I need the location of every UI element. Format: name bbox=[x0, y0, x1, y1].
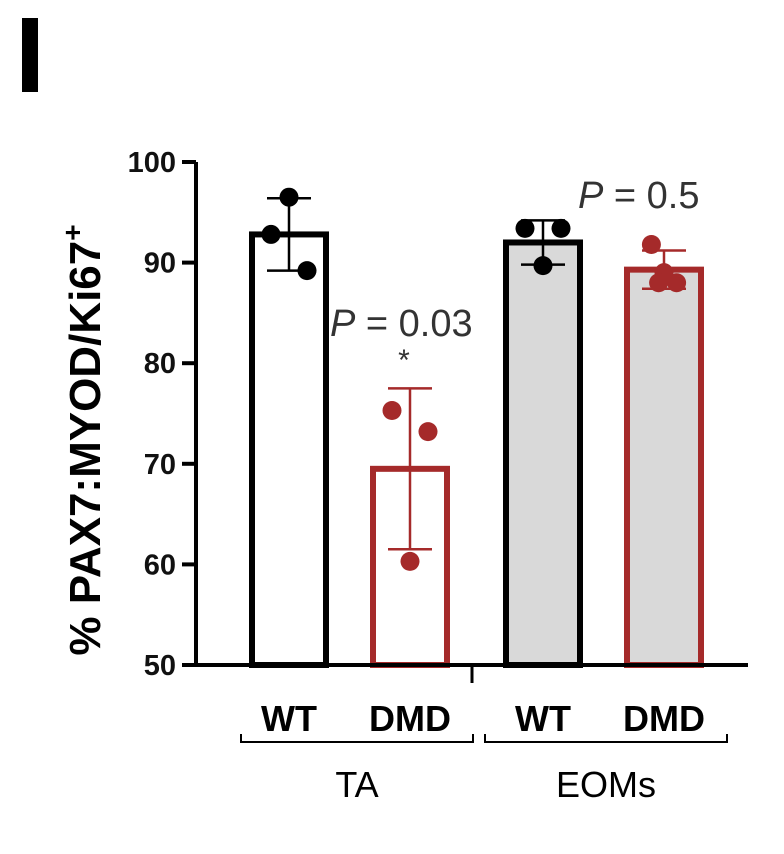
y-tick-label: 90 bbox=[144, 248, 176, 280]
p-value-ta: P = 0.03 bbox=[330, 303, 473, 345]
x-axis: WT DMD WT DMD bbox=[196, 663, 748, 739]
y-tick-label: 80 bbox=[144, 348, 176, 380]
x-category-label: WT bbox=[515, 698, 571, 739]
panel-letter bbox=[22, 18, 38, 92]
data-point bbox=[261, 224, 281, 244]
group-bracket bbox=[240, 734, 474, 743]
data-point bbox=[418, 422, 438, 442]
bar bbox=[624, 266, 704, 668]
significance-star: * bbox=[398, 344, 410, 377]
x-category-label: DMD bbox=[369, 698, 451, 739]
data-point bbox=[279, 187, 299, 207]
data-point bbox=[533, 256, 553, 276]
group-bracket bbox=[484, 734, 728, 743]
y-tick-label: 50 bbox=[144, 650, 176, 682]
data-point bbox=[400, 551, 420, 571]
p-value-eoms: P = 0.5 bbox=[578, 175, 700, 217]
data-point bbox=[515, 218, 535, 238]
data-point bbox=[551, 218, 571, 238]
bars bbox=[249, 187, 704, 668]
x-category-label: DMD bbox=[623, 698, 705, 739]
y-tick-label: 60 bbox=[144, 549, 176, 581]
group-brackets: TA EOMs bbox=[240, 734, 728, 805]
x-category-label: WT bbox=[261, 698, 317, 739]
y-tick-label: 100 bbox=[128, 147, 176, 179]
y-axis: 50 60 70 80 90 100 bbox=[128, 147, 198, 682]
data-point bbox=[667, 273, 687, 293]
group-label: TA bbox=[335, 764, 378, 805]
data-point bbox=[297, 261, 317, 281]
y-tick-label: 70 bbox=[144, 449, 176, 481]
data-point bbox=[641, 234, 661, 254]
data-point bbox=[382, 400, 402, 420]
data-point bbox=[649, 273, 669, 293]
bar bbox=[503, 239, 583, 668]
y-axis-label: % PAX7:MYOD/Ki67+ bbox=[57, 224, 110, 655]
bar bbox=[249, 231, 329, 668]
group-label: EOMs bbox=[556, 764, 656, 805]
